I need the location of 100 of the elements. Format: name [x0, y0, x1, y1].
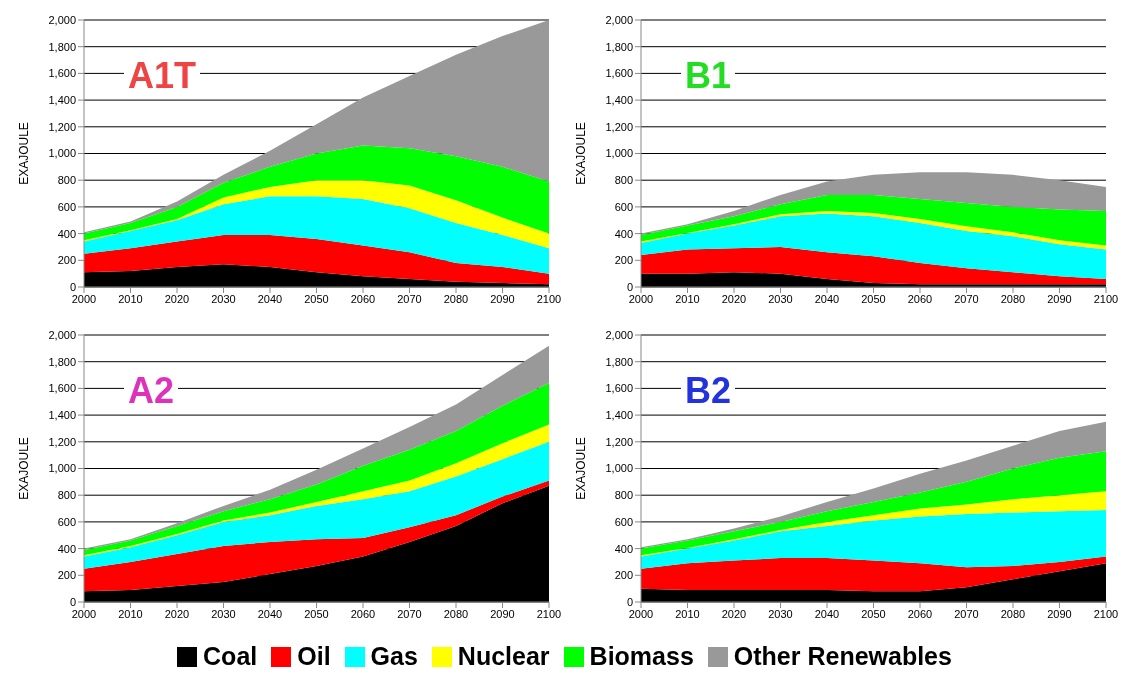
y-tick-label: 400 [614, 542, 633, 555]
y-tick-label: 2,000 [605, 13, 633, 26]
legend-label: Oil [297, 642, 331, 671]
y-tick-label: 1,000 [48, 462, 76, 475]
y-tick-label: 600 [57, 200, 76, 213]
x-tick-label: 2030 [211, 292, 236, 305]
y-tick-label: 600 [614, 200, 633, 213]
y-axis-title: EXAJOULE [574, 437, 589, 500]
x-tick-label: 2000 [71, 292, 97, 305]
y-axis-title: EXAJOULE [17, 122, 32, 185]
y-tick-label: 800 [614, 489, 633, 502]
x-tick-label: 2050 [304, 292, 329, 305]
y-tick-label: 1,800 [48, 355, 76, 368]
y-tick-label: 800 [57, 174, 76, 187]
x-tick-label: 2080 [1000, 292, 1026, 305]
y-axis-title: EXAJOULE [17, 437, 32, 500]
y-tick-label: 200 [614, 254, 633, 267]
y-axis-title: EXAJOULE [574, 122, 589, 185]
x-tick-label: 2070 [954, 607, 979, 620]
x-tick-label: 2080 [443, 292, 469, 305]
x-tick-label: 2070 [397, 607, 422, 620]
legend-label: Biomass [589, 642, 694, 671]
x-tick-label: 2090 [490, 607, 515, 620]
x-tick-label: 2090 [1047, 292, 1072, 305]
x-tick-label: 2050 [304, 607, 329, 620]
x-tick-label: 2100 [536, 607, 562, 620]
x-tick-label: 2020 [164, 607, 190, 620]
y-tick-label: 1,400 [48, 409, 76, 422]
y-tick-label: 1,000 [605, 462, 633, 475]
y-tick-label: 2,000 [605, 328, 633, 341]
text: A1T [124, 55, 201, 96]
y-tick-label: 0 [626, 280, 633, 293]
y-tick-label: 1,200 [605, 435, 633, 448]
legend-label: Other Renewables [733, 642, 952, 671]
y-tick-label: 1,200 [48, 120, 76, 133]
x-tick-label: 2020 [721, 607, 747, 620]
x-tick-label: 2070 [397, 292, 422, 305]
legend-label: Coal [203, 642, 258, 671]
text: B1 [681, 55, 736, 96]
x-tick-label: 2100 [1093, 607, 1119, 620]
text: A2 [124, 370, 179, 411]
x-tick-label: 2050 [861, 607, 886, 620]
x-tick-label: 2020 [164, 292, 190, 305]
y-tick-label: 2,000 [48, 13, 76, 26]
y-tick-label: 1,600 [605, 382, 633, 395]
x-tick-label: 2060 [350, 292, 376, 305]
y-tick-label: 400 [57, 227, 76, 240]
x-tick-label: 2040 [814, 292, 840, 305]
y-tick-label: 400 [57, 542, 76, 555]
y-tick-label: 1,000 [605, 147, 633, 160]
y-tick-label: 800 [57, 489, 76, 502]
x-tick-label: 2060 [907, 607, 933, 620]
x-tick-label: 2000 [628, 607, 654, 620]
x-tick-label: 2080 [1000, 607, 1026, 620]
y-tick-label: 1,000 [48, 147, 76, 160]
y-tick-label: 1,200 [605, 120, 633, 133]
x-tick-label: 2100 [1093, 292, 1119, 305]
y-tick-label: 0 [69, 280, 76, 293]
x-tick-label: 2030 [211, 607, 236, 620]
x-tick-label: 2030 [768, 292, 793, 305]
legend-label: Nuclear [457, 642, 550, 671]
y-tick-label: 200 [614, 569, 633, 582]
y-tick-label: 1,600 [605, 67, 633, 80]
y-tick-label: 1,200 [48, 435, 76, 448]
y-tick-label: 800 [614, 174, 633, 187]
x-tick-label: 2040 [257, 607, 283, 620]
x-tick-label: 2070 [954, 292, 979, 305]
x-tick-label: 2010 [118, 607, 143, 620]
x-tick-label: 2000 [71, 607, 97, 620]
y-tick-label: 1,800 [605, 355, 633, 368]
y-tick-label: 1,400 [605, 409, 633, 422]
y-tick-label: 1,800 [605, 40, 633, 53]
y-tick-label: 600 [614, 515, 633, 528]
x-tick-label: 2090 [490, 292, 515, 305]
y-tick-label: 200 [57, 569, 76, 582]
text: B2 [681, 370, 736, 411]
x-tick-label: 2010 [118, 292, 143, 305]
x-tick-label: 2010 [675, 607, 700, 620]
legend-label: Gas [370, 642, 418, 671]
y-tick-label: 1,800 [48, 40, 76, 53]
x-tick-label: 2030 [768, 607, 793, 620]
x-tick-label: 2040 [257, 292, 283, 305]
y-tick-label: 1,400 [48, 94, 76, 106]
x-tick-label: 2010 [675, 292, 700, 305]
y-tick-label: 0 [69, 595, 76, 608]
x-tick-label: 2100 [536, 292, 562, 305]
y-tick-label: 400 [614, 227, 633, 240]
x-tick-label: 2050 [861, 292, 886, 305]
y-tick-label: 600 [57, 515, 76, 528]
x-tick-label: 2000 [628, 292, 654, 305]
y-tick-label: 2,000 [48, 328, 76, 341]
x-tick-label: 2060 [350, 607, 376, 620]
x-tick-label: 2020 [721, 292, 747, 305]
x-tick-label: 2080 [443, 607, 469, 620]
x-tick-label: 2040 [814, 607, 840, 620]
x-tick-label: 2060 [907, 292, 933, 305]
y-tick-label: 1,600 [48, 67, 76, 80]
x-tick-label: 2090 [1047, 607, 1072, 620]
y-tick-label: 1,600 [48, 382, 76, 395]
y-tick-label: 0 [626, 595, 633, 608]
